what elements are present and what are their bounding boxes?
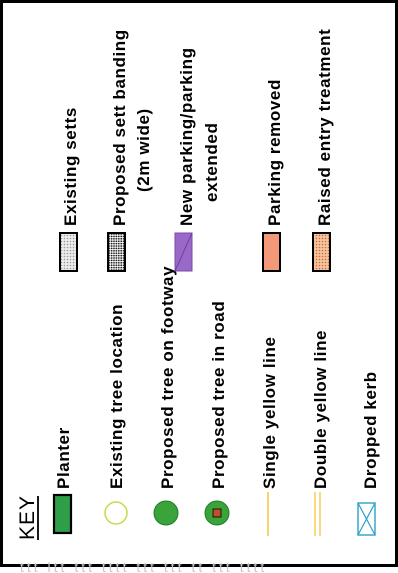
label-sett-banding-1: Proposed sett banding [110,29,129,226]
planter-symbol [52,493,73,535]
label-proposed-tree-footway: Proposed tree on footway [158,266,177,489]
label-new-parking-1: New parking/parking [177,47,196,226]
existing-tree-icon [104,501,128,525]
faint-background-text: ttt ltt ttt tttt ttt ttt tt ttt tttt [20,559,267,573]
label-proposed-tree-road: Proposed tree in road [209,301,228,489]
label-single-yellow-line: Single yellow line [260,336,279,489]
label-sett-banding-2: (2m wide) [134,108,153,192]
raised-entry-symbol [312,232,331,272]
proposed-tree-footway-icon [153,500,179,526]
label-new-parking-2: extended [202,123,221,202]
new-parking-diagonal [174,232,193,272]
existing-setts-symbol [59,232,78,272]
label-existing-tree: Existing tree location [107,304,126,489]
label-parking-removed: Parking removed [265,79,284,226]
parking-removed-symbol [262,232,281,272]
label-raised-entry: Raised entry treatment [315,29,334,226]
label-double-yellow-line: Double yellow line [311,330,330,489]
proposed-tree-road-box [212,508,222,518]
svg-text:KEY: KEY [16,495,39,540]
label-existing-setts: Existing setts [61,107,80,226]
label-planter: Planter [54,427,73,489]
label-dropped-kerb: Dropped kerb [361,371,380,489]
key-title: KEY [16,495,39,540]
sett-banding-symbol [107,232,126,272]
dropped-kerb-icon [357,502,376,536]
